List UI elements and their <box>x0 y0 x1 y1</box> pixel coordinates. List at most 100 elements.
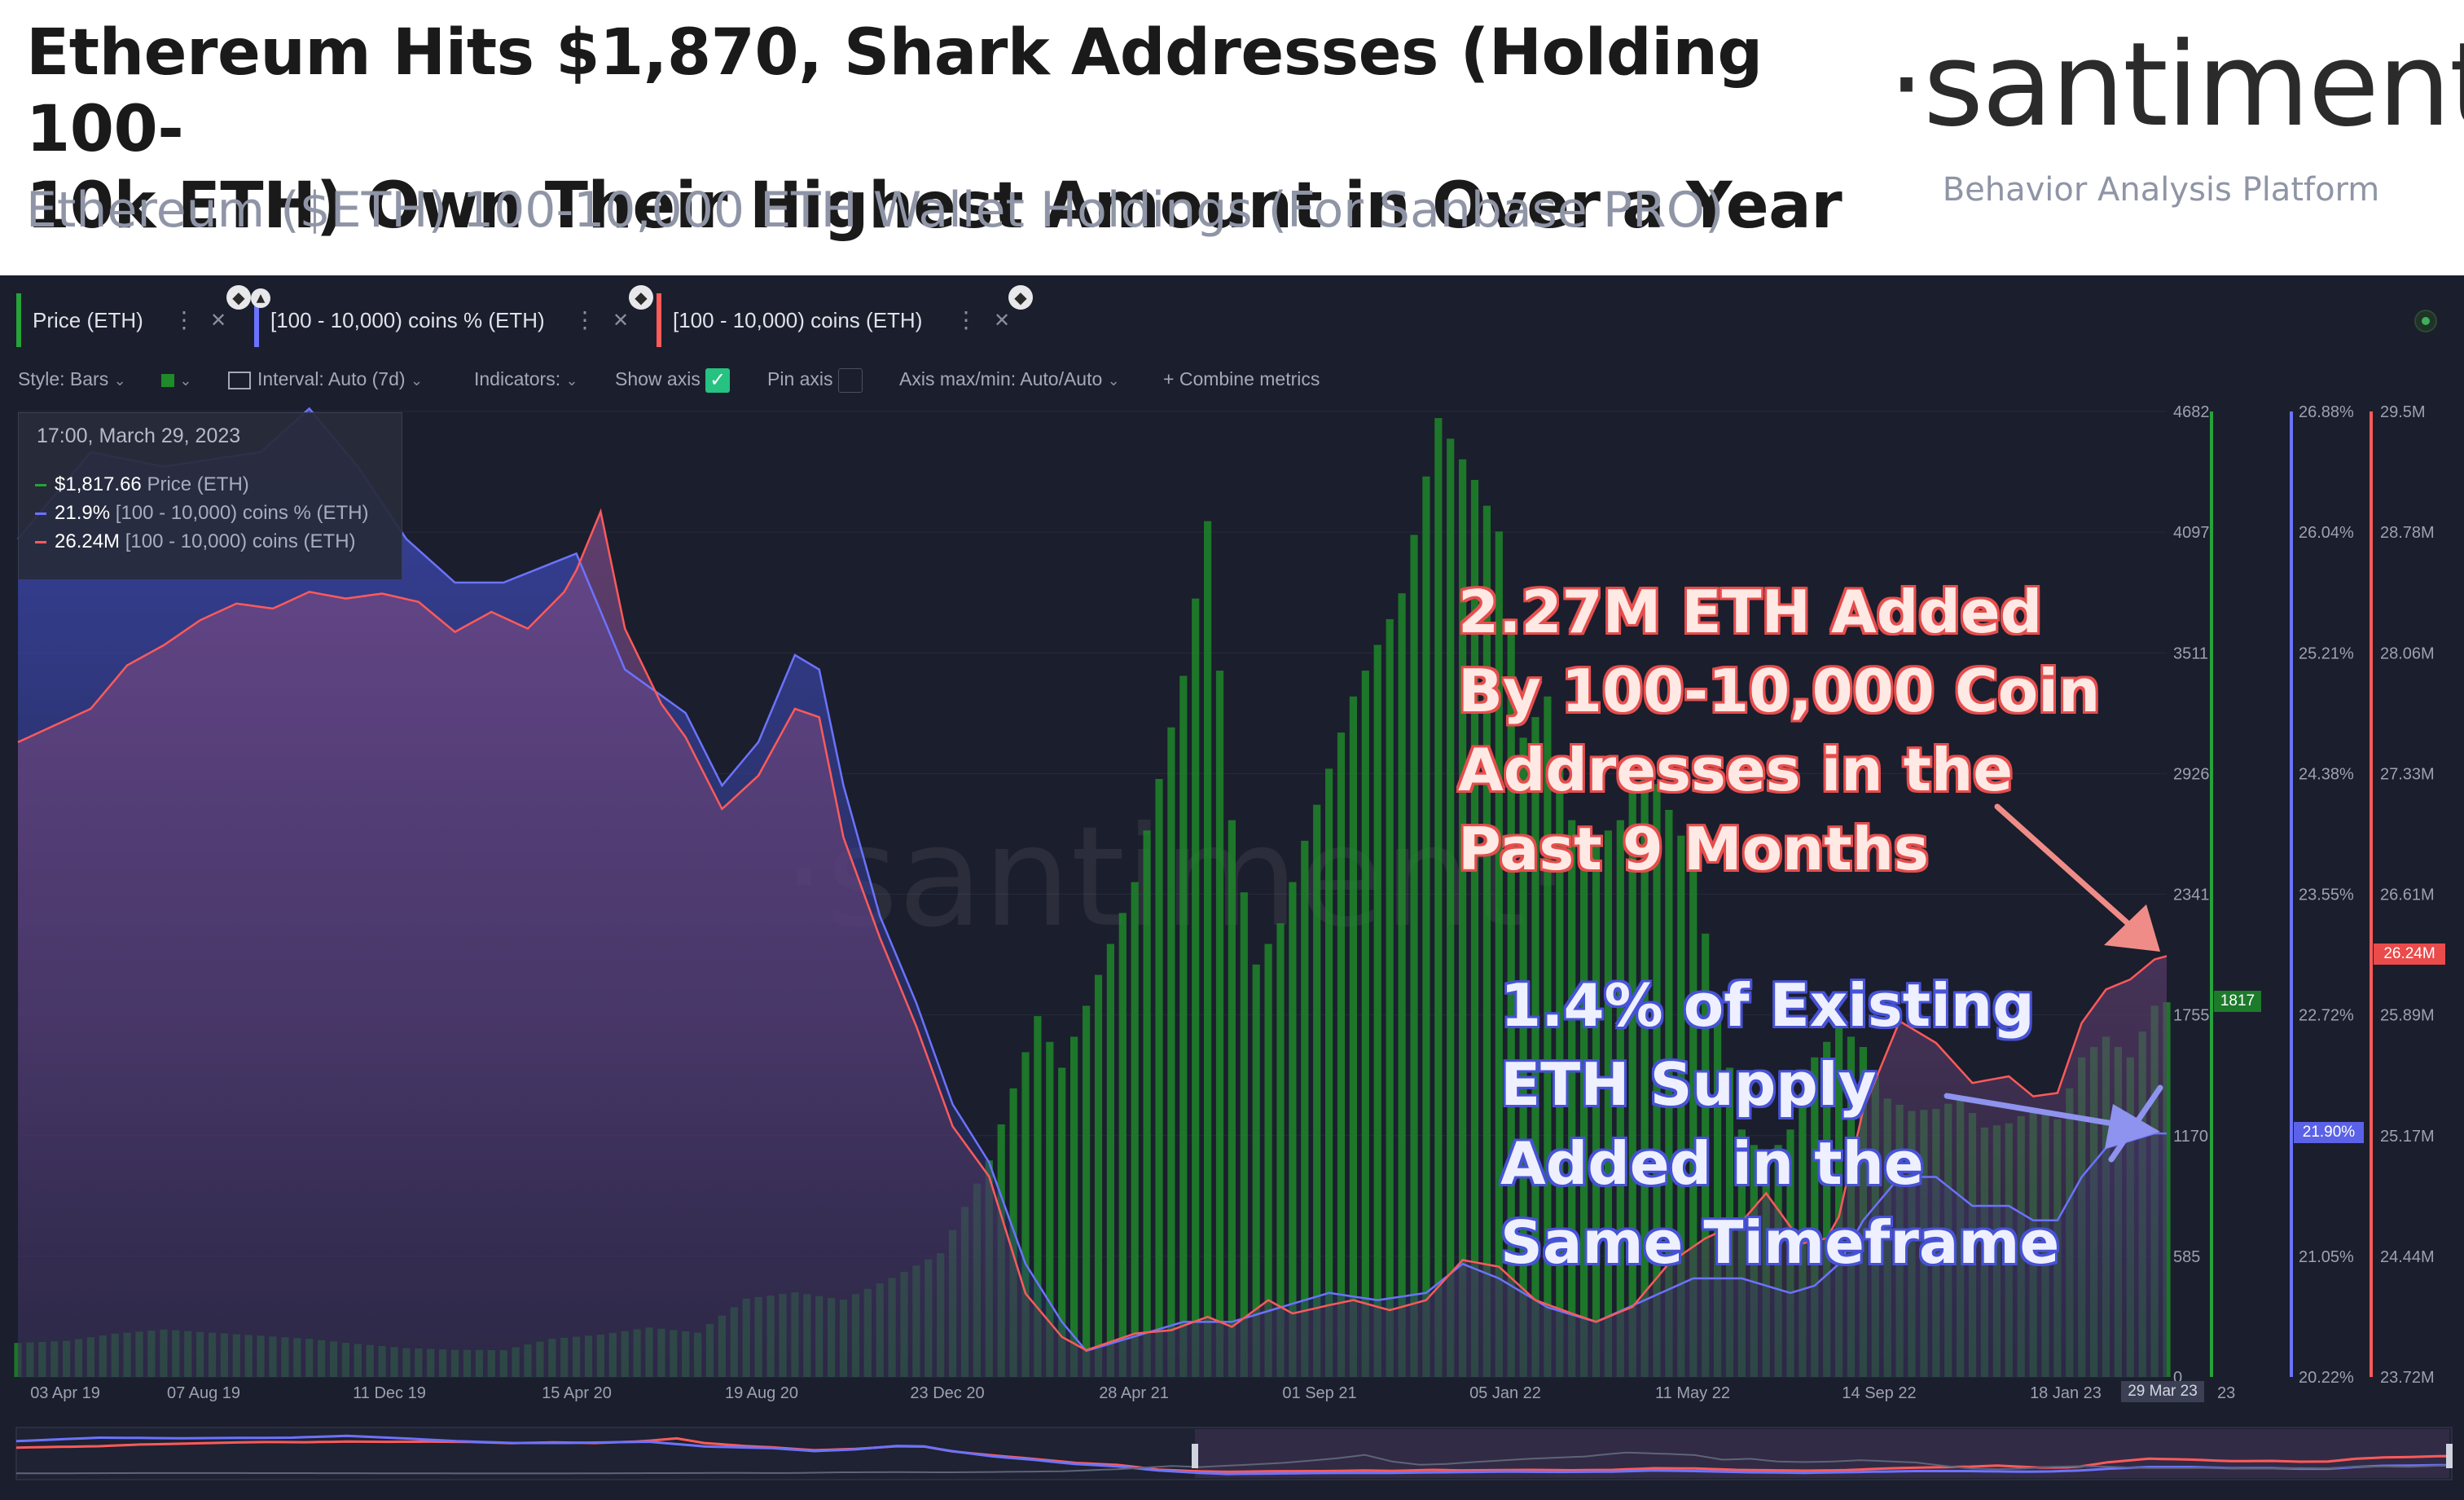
navigator-handle-left[interactable] <box>1192 1444 1198 1468</box>
y-tick-label: 0 <box>2173 1369 2182 1387</box>
x-tick-label: 05 Jan 22 <box>1469 1384 1541 1402</box>
santiment-logo: ·santiment· <box>1888 18 2464 152</box>
price-bar <box>1361 671 1369 1377</box>
price-bar <box>1628 789 1636 1377</box>
price-bar <box>1677 835 1685 1377</box>
color-select[interactable]: ⌄ <box>161 365 191 394</box>
tooltip-row-coins: 26.24M [100 - 10,000) coins (ETH) <box>35 530 356 553</box>
tooltip-metric-name: Price (ETH) <box>147 473 249 495</box>
price-bar <box>1531 717 1539 1377</box>
x-tick-label: 23 Dec 20 <box>910 1384 984 1402</box>
chart-tooltip: 17:00, March 29, 2023 $1,817.66 Price (E… <box>18 412 402 580</box>
style-select[interactable]: Style: Bars ⌄ <box>18 365 126 394</box>
price-bar <box>1386 618 1394 1377</box>
pin-axis-toggle[interactable]: Pin axis <box>767 365 863 393</box>
annotation-red: 2.27M ETH Added By 100-10,000 Coin Addre… <box>1458 573 2100 889</box>
pin-axis-label: Pin axis <box>767 368 833 389</box>
price-bar <box>1204 521 1212 1377</box>
axis-minmax-select[interactable]: Axis max/min: Auto/Auto ⌄ <box>899 365 1120 394</box>
y-tick-label: 1170 <box>2173 1128 2208 1146</box>
x-tick-label: 11 May 22 <box>1655 1384 1730 1402</box>
kebab-menu-icon[interactable]: ⋮ <box>573 306 596 333</box>
price-axis-bar <box>2210 411 2213 1377</box>
metric-tab-coins[interactable]: [100 - 10,000) coins (ETH) ⋮ ✕ <box>657 293 1025 347</box>
lock-icon: ▲ <box>251 288 270 308</box>
navigator-handle-right[interactable] <box>2446 1444 2453 1468</box>
kebab-menu-icon[interactable]: ⋮ <box>173 306 195 333</box>
close-icon[interactable]: ✕ <box>210 309 227 332</box>
metric-tab-price[interactable]: Price (ETH) ⋮ ✕ <box>16 293 251 347</box>
color-swatch <box>161 373 174 387</box>
price-bar <box>1155 779 1163 1377</box>
x-tick-label: 03 Apr 19 <box>30 1384 100 1402</box>
interval-select[interactable]: Interval: Auto (7d) ⌄ <box>228 365 423 394</box>
coins-axis-badge: 26.24M <box>2374 944 2445 965</box>
price-bar <box>1240 892 1248 1377</box>
live-status-icon[interactable] <box>2414 310 2437 332</box>
brand-tagline: Behavior Analysis Platform <box>1942 171 2380 209</box>
price-bar <box>1811 1057 1819 1377</box>
price-bar <box>1192 598 1200 1377</box>
price-bar <box>1519 737 1527 1377</box>
indicators-select[interactable]: Indicators: ⌄ <box>474 365 578 394</box>
price-bar <box>1447 438 1455 1377</box>
y-tick-label: 585 <box>2173 1248 2200 1266</box>
y-tick-label: 20.22% <box>2299 1369 2354 1387</box>
price-bar <box>1167 727 1175 1377</box>
price-bar <box>1640 758 1649 1377</box>
ethereum-icon: ◆ <box>226 285 251 310</box>
page-subtitle: Ethereum ($ETH) 100-10,000 ETH Wallet Ho… <box>26 182 1724 239</box>
price-bar <box>1301 840 1309 1377</box>
annotation-line: ETH Supply <box>1500 1050 1877 1119</box>
close-icon[interactable]: ✕ <box>994 309 1011 332</box>
y-tick-label: 23.72M <box>2380 1369 2435 1387</box>
checkbox-checked-icon[interactable]: ✓ <box>705 367 731 393</box>
price-bar <box>1799 1093 1807 1377</box>
legend-swatch <box>35 541 46 544</box>
price-bar <box>1034 1016 1042 1377</box>
y-tick-label: 26.61M <box>2380 886 2435 904</box>
price-bar <box>1106 944 1114 1377</box>
show-axis-toggle[interactable]: Show axis ✓ <box>615 365 731 393</box>
indicators-label: Indicators: <box>474 368 561 389</box>
header: Ethereum Hits $1,870, Shark Addresses (H… <box>0 0 2464 275</box>
y-tick-label: 22.72% <box>2299 1007 2354 1025</box>
price-bar <box>1422 476 1430 1377</box>
y-tick-label: 28.06M <box>2380 644 2435 662</box>
x-tick-label: 28 Apr 21 <box>1099 1384 1169 1402</box>
checkbox-empty-icon[interactable] <box>837 367 863 393</box>
price-bar <box>1289 882 1297 1377</box>
annotation-line: Past 9 Months <box>1458 815 1929 883</box>
kebab-menu-icon[interactable]: ⋮ <box>955 306 977 333</box>
tooltip-value: 21.9% <box>55 502 111 524</box>
price-bar <box>1616 820 1624 1377</box>
chevron-down-icon: ⌄ <box>565 372 578 389</box>
y-tick-label: 2926 <box>2173 765 2210 783</box>
y-tick-label: 21.05% <box>2299 1248 2354 1266</box>
navigator[interactable] <box>15 1427 2453 1480</box>
tooltip-value: $1,817.66 <box>55 473 142 495</box>
price-bar <box>1689 861 1698 1377</box>
metric-tab-pct[interactable]: [100 - 10,000) coins % (ETH) ⋮ ✕ <box>254 293 637 347</box>
tooltip-value: 26.24M <box>55 530 121 552</box>
close-icon[interactable]: ✕ <box>613 309 630 332</box>
price-bar <box>1653 784 1661 1377</box>
price-bar <box>1046 1041 1054 1377</box>
date-axis-badge: 29 Mar 23 <box>2121 1381 2204 1402</box>
x-tick-label: 11 Dec 19 <box>353 1384 426 1402</box>
combine-metrics-button[interactable]: + Combine metrics <box>1163 365 1320 393</box>
price-bar <box>1434 418 1443 1377</box>
chart-canvas: ·santiment· 0585117017552341292635114097… <box>14 403 2453 1480</box>
coins-area <box>18 512 2167 1377</box>
combine-label: Combine metrics <box>1179 368 1320 389</box>
price-bar <box>1058 1067 1066 1377</box>
price-bar <box>1665 810 1673 1377</box>
tooltip-metric-name: [100 - 10,000) coins % (ETH) <box>115 502 369 524</box>
ethereum-icon: ◆ <box>1008 285 1033 310</box>
y-tick-label: 4682 <box>2173 403 2210 421</box>
price-bar <box>1604 830 1612 1377</box>
tooltip-metric-name: [100 - 10,000) coins (ETH) <box>125 530 356 552</box>
y-tick-label: 1755 <box>2173 1007 2210 1025</box>
price-bar <box>1507 634 1515 1377</box>
x-axis-ticks: 03 Apr 19 07 Aug 19 11 Dec 19 15 Apr 20 19 A… <box>30 1384 2235 1402</box>
